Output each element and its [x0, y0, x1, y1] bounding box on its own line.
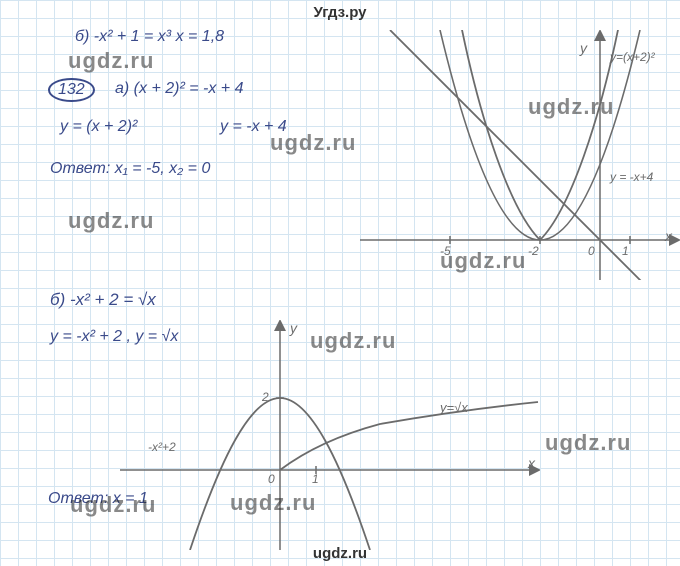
g2-tick-1: 1	[312, 472, 319, 486]
graph-top	[360, 30, 680, 280]
page-header: Угдз.ру	[0, 4, 680, 21]
watermark: ugdz.ru	[528, 94, 614, 120]
circled-number: 132	[48, 78, 95, 102]
watermark: ugdz.ru	[68, 48, 154, 74]
watermark: ugdz.ru	[230, 490, 316, 516]
watermark: ugdz.ru	[310, 328, 396, 354]
g2-origin: 0	[268, 472, 275, 486]
watermark: ugdz.ru	[70, 492, 156, 518]
answer-a: Ответ: x₁ = -5, x₂ = 0	[50, 160, 210, 178]
g2-tick-2: 2	[262, 390, 269, 404]
watermark: ugdz.ru	[545, 430, 631, 456]
g1-curve2-label: y = -x+4	[610, 170, 653, 184]
g2-y-label: y	[290, 320, 297, 336]
line-b-top: б) -x² + 1 = x³ x = 1,8	[75, 28, 224, 46]
g1-curve1-label: y=(x+2)²	[610, 50, 655, 64]
watermark: ugdz.ru	[440, 248, 526, 274]
watermark: ugdz.ru	[270, 130, 356, 156]
part-a-equation: а) (x + 2)² = -x + 4	[115, 80, 243, 98]
g1-tick-0: 0	[588, 244, 595, 258]
watermark: ugdz.ru	[68, 208, 154, 234]
part-b-equation: б) -x² + 2 = √x	[50, 290, 156, 310]
eq-b1: y = -x² + 2 , y = √x	[50, 328, 178, 346]
problem-number: 132	[48, 78, 95, 102]
g1-tick-1: 1	[622, 244, 629, 258]
g1-x-label: x	[665, 228, 672, 244]
g2-curve1-label: -x²+2	[148, 440, 176, 454]
g2-x-label: x	[528, 455, 535, 471]
g2-curve2-label: y=√x	[440, 400, 468, 415]
eq-y1: y = (x + 2)²	[60, 118, 137, 136]
g1-tick-neg2: -2	[528, 244, 539, 258]
g1-y-label: y	[580, 40, 587, 56]
graph-bottom	[120, 320, 540, 550]
page-footer: ugdz.ru	[0, 545, 680, 562]
